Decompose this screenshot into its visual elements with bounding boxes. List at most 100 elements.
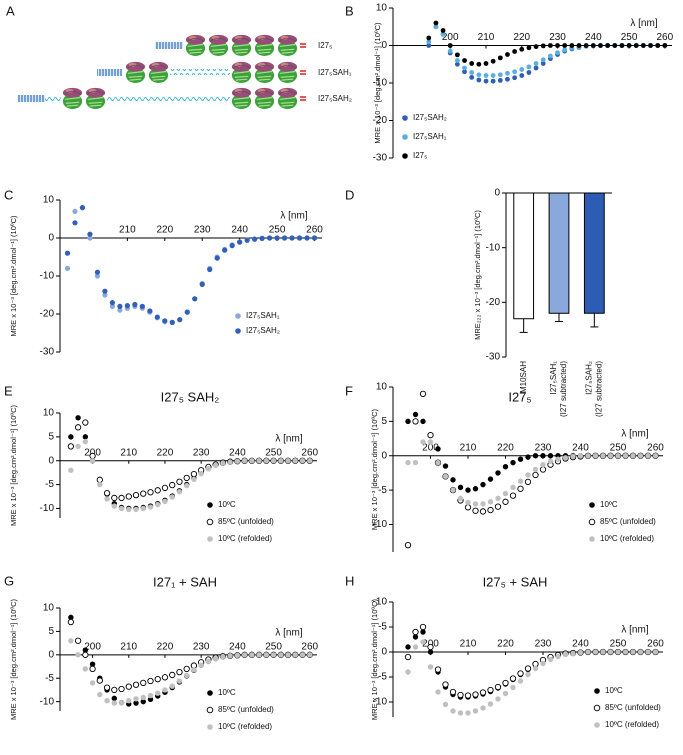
data-point — [469, 74, 475, 80]
data-point — [227, 653, 233, 659]
y-tick-label: 5 — [48, 432, 54, 443]
domain — [231, 61, 252, 84]
data-point — [249, 458, 255, 464]
data-point — [205, 658, 212, 665]
domain — [125, 61, 146, 84]
data-point — [585, 453, 591, 459]
data-point — [476, 77, 482, 83]
data-point — [526, 45, 532, 51]
data-point — [427, 664, 434, 670]
domain — [277, 34, 298, 57]
data-point — [405, 418, 411, 425]
data-point — [570, 650, 576, 657]
data-point — [648, 43, 653, 48]
data-point — [526, 70, 532, 75]
data-point — [147, 308, 153, 314]
x-tick-label: 250 — [610, 442, 627, 453]
x-tick-label: 220 — [157, 447, 174, 458]
data-point — [109, 300, 115, 306]
data-point — [89, 458, 96, 464]
data-point — [234, 458, 241, 464]
x-tick-label: 220 — [497, 442, 514, 453]
data-point — [435, 446, 441, 452]
data-point — [583, 43, 589, 48]
data-point — [256, 458, 262, 464]
data-point — [619, 43, 625, 48]
domain — [277, 61, 298, 84]
data-point — [525, 454, 531, 460]
y-tick-label: 0 — [381, 450, 387, 461]
data-point — [480, 481, 486, 488]
data-point — [519, 73, 525, 78]
data-point — [420, 418, 426, 425]
sah-linker — [170, 69, 230, 75]
data-point — [525, 671, 531, 678]
data-point — [626, 43, 632, 48]
data-point — [607, 453, 614, 459]
x-tick-label: 200 — [84, 641, 101, 652]
y-tick-label: -10 — [40, 271, 55, 282]
y-tick-label: -10 — [373, 519, 388, 530]
panel-letter: E — [4, 383, 13, 398]
construct-label: I27₅SAH₂ — [318, 94, 352, 103]
data-point — [555, 50, 560, 56]
data-point — [82, 434, 89, 440]
data-point — [104, 698, 110, 704]
data-point — [412, 634, 419, 640]
x-tick-label: 260 — [647, 442, 664, 453]
data-point — [494, 503, 502, 510]
data-point — [547, 453, 554, 459]
data-point — [510, 484, 516, 491]
data-point — [229, 243, 235, 249]
data-point — [512, 69, 518, 75]
y-axis-label: MRE₂₂₂ x 10⁻³ [deg.cm².dmol⁻¹] (10ºC) — [473, 210, 482, 340]
legend-label: I27₅ — [413, 151, 427, 160]
data-point — [133, 506, 139, 513]
data-point — [132, 301, 138, 308]
data-point — [419, 390, 427, 398]
y-tick-label: -5 — [378, 622, 387, 633]
data-point — [607, 649, 614, 655]
data-point — [192, 296, 198, 302]
legend-label: 10ºC (refolded) — [218, 722, 272, 731]
data-point — [249, 652, 255, 658]
data-point — [505, 70, 510, 76]
x-tick-label: 250 — [269, 225, 286, 236]
data-point — [426, 39, 432, 45]
data-point — [183, 482, 190, 489]
legend-label: I27₅SAH₁ — [413, 132, 447, 141]
x-tick-label: 200 — [442, 32, 459, 43]
data-point — [111, 494, 118, 502]
data-point — [285, 458, 291, 464]
data-point — [517, 678, 524, 684]
data-point — [472, 486, 479, 492]
data-point — [442, 701, 449, 708]
data-point — [103, 684, 111, 691]
data-point — [510, 459, 516, 466]
legend-label: I27₅SAH₁ — [246, 311, 280, 320]
data-point — [532, 466, 539, 473]
x-tick-label: (I27 subtracted) — [559, 361, 568, 417]
data-point — [562, 43, 568, 48]
legend-marker — [402, 153, 408, 159]
data-point — [103, 490, 111, 497]
data-point — [256, 652, 262, 658]
data-point — [540, 453, 546, 459]
data-point — [652, 649, 659, 655]
data-point — [652, 453, 659, 459]
data-point — [169, 494, 175, 500]
data-point — [462, 58, 467, 63]
sah-linker — [107, 95, 230, 101]
x-tick-label: 210 — [478, 32, 495, 43]
data-point — [191, 476, 197, 483]
data-point — [419, 623, 427, 631]
data-point — [576, 43, 582, 48]
data-point — [109, 303, 115, 309]
panel-letter: B — [345, 3, 354, 18]
data-point — [532, 665, 539, 672]
data-point — [96, 677, 103, 684]
data-point — [454, 61, 460, 67]
data-point — [214, 255, 220, 261]
y-tick-label: -5 — [45, 479, 54, 490]
data-point — [420, 439, 426, 445]
